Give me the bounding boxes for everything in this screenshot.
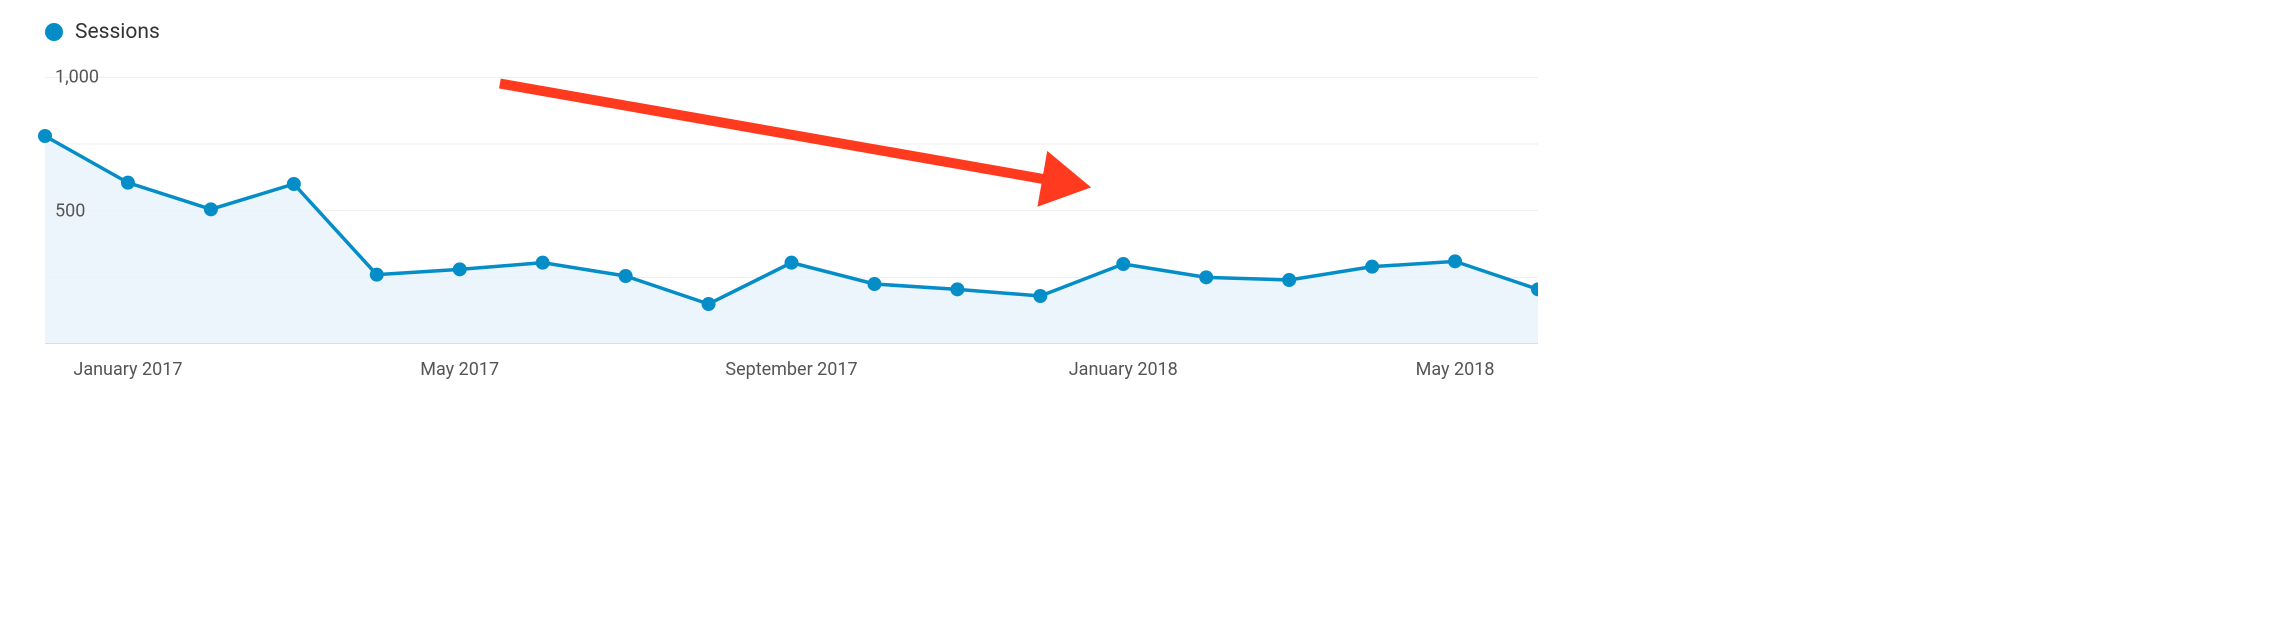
- x-axis-tick-label: January 2017: [73, 359, 182, 380]
- x-axis-tick-label: September 2017: [725, 359, 857, 380]
- chart-svg: [20, 64, 1538, 344]
- x-axis-tick-label: January 2018: [1069, 359, 1178, 380]
- chart-plot-area: 5001,000 January 2017May 2017September 2…: [20, 64, 1538, 344]
- legend-dot-icon: [45, 23, 63, 41]
- x-axis-tick-label: May 2018: [1416, 359, 1495, 380]
- x-axis-tick-label: May 2017: [420, 359, 499, 380]
- y-axis-tick-label: 1,000: [55, 67, 99, 88]
- y-axis-tick-label: 500: [55, 200, 85, 221]
- chart-legend: Sessions: [20, 20, 1538, 44]
- legend-label: Sessions: [75, 20, 160, 44]
- sessions-line-chart: Sessions 500 1,000 January 2017 May 2017 Se…: [20, 20, 1538, 435]
